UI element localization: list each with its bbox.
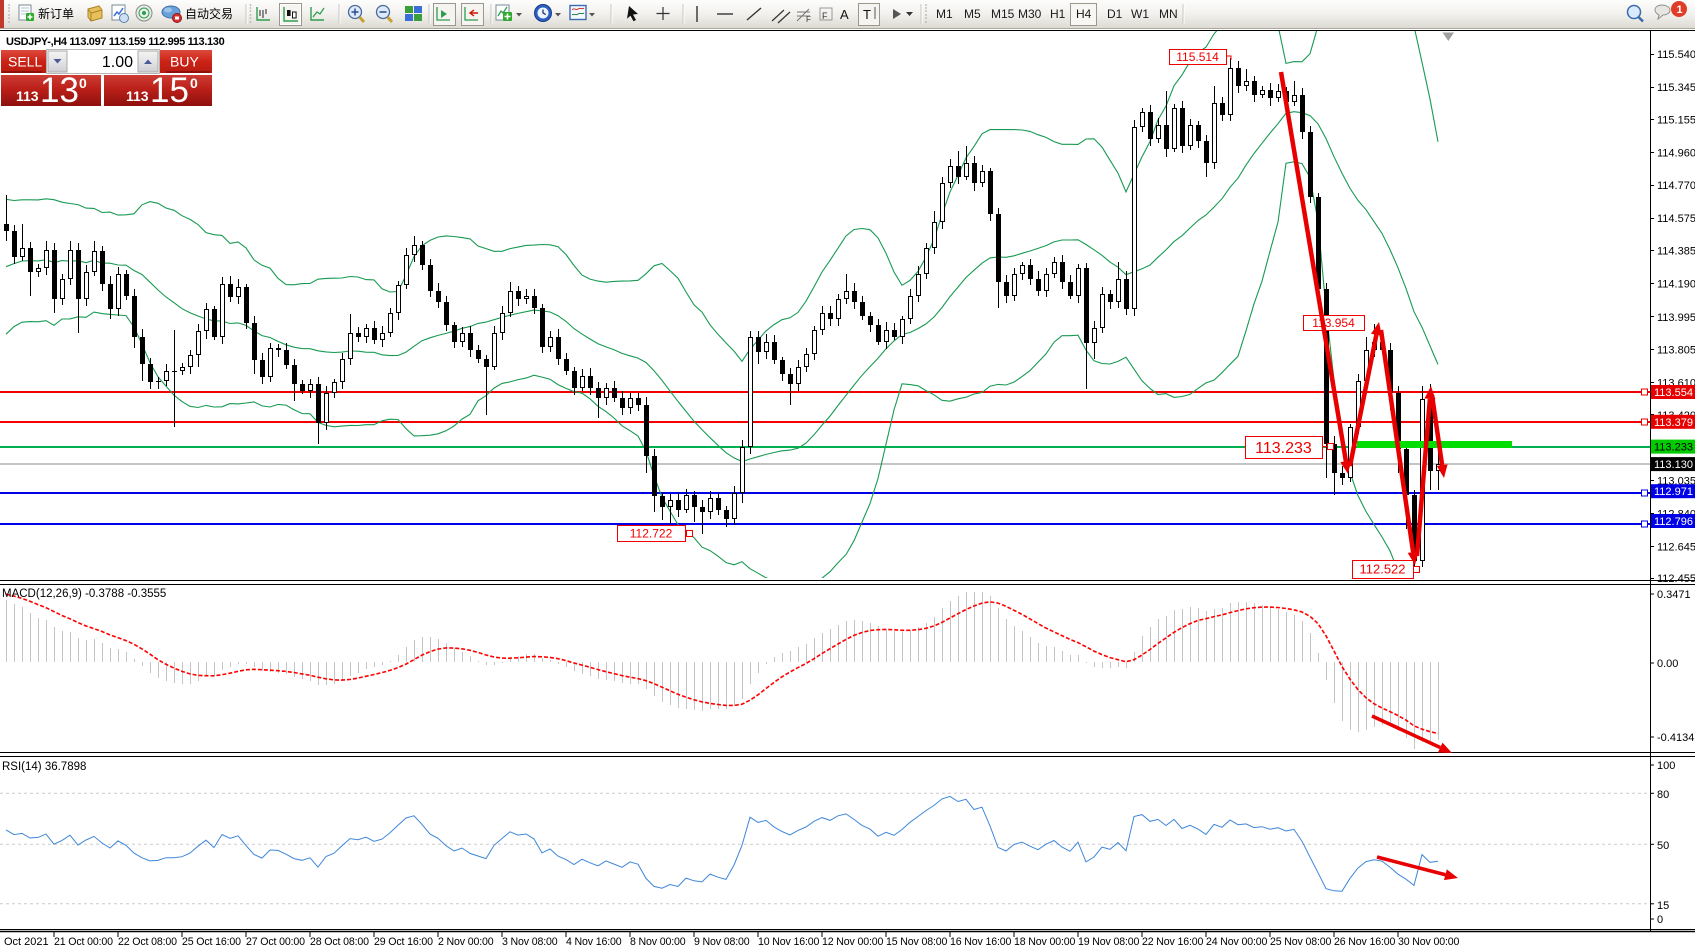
svg-text:MN: MN [1159, 7, 1178, 21]
svg-text:25 Oct 16:00: 25 Oct 16:00 [182, 936, 241, 948]
svg-text:113: 113 [126, 88, 149, 104]
svg-text:114.575: 114.575 [1657, 213, 1695, 225]
svg-text:M15: M15 [991, 7, 1015, 21]
svg-text:15: 15 [150, 71, 189, 110]
svg-text:8 Nov 00:00: 8 Nov 00:00 [630, 936, 686, 948]
svg-text:114.960: 114.960 [1657, 148, 1695, 160]
svg-text:M5: M5 [964, 7, 981, 21]
svg-text:12 Nov 00:00: 12 Nov 00:00 [822, 936, 883, 948]
svg-text:0: 0 [190, 75, 198, 91]
svg-text:24 Nov 00:00: 24 Nov 00:00 [1206, 936, 1267, 948]
svg-text:0.00: 0.00 [1657, 658, 1678, 670]
svg-text:27 Oct 00:00: 27 Oct 00:00 [246, 936, 305, 948]
svg-text:SELL: SELL [8, 54, 42, 70]
svg-text:29 Oct 16:00: 29 Oct 16:00 [374, 936, 433, 948]
svg-text:112.796: 112.796 [1654, 516, 1693, 528]
svg-text:112.522: 112.522 [1359, 562, 1405, 577]
svg-text:Oct 2021: Oct 2021 [4, 936, 49, 948]
svg-text:1.00: 1.00 [102, 54, 133, 71]
svg-text:新订单: 新订单 [38, 6, 74, 21]
svg-text:F: F [806, 15, 811, 24]
svg-text:115.155: 115.155 [1657, 115, 1695, 127]
svg-text:F: F [822, 11, 828, 21]
svg-text:15 Nov 08:00: 15 Nov 08:00 [886, 936, 947, 948]
svg-text:H4: H4 [1076, 7, 1092, 21]
svg-text:4 Nov 16:00: 4 Nov 16:00 [566, 936, 622, 948]
svg-text:MACD(12,26,9) -0.3788 -0.3555: MACD(12,26,9) -0.3788 -0.3555 [2, 588, 166, 600]
svg-text:10 Nov 16:00: 10 Nov 16:00 [758, 936, 819, 948]
svg-text:112.971: 112.971 [1654, 486, 1693, 498]
svg-text:80: 80 [1657, 789, 1669, 801]
svg-text:USDJPY-,H4 113.097 113.159 11: USDJPY-,H4 113.097 113.159 112.995 113.1… [6, 36, 225, 48]
svg-text:100: 100 [1657, 760, 1675, 772]
svg-text:112.645: 112.645 [1657, 542, 1695, 554]
svg-text:113.379: 113.379 [1654, 417, 1693, 429]
svg-text:19 Nov 08:00: 19 Nov 08:00 [1078, 936, 1139, 948]
svg-text:113: 113 [16, 88, 39, 104]
svg-text:M30: M30 [1018, 7, 1042, 21]
svg-text:113.233: 113.233 [1654, 442, 1693, 454]
svg-text:28 Oct 08:00: 28 Oct 08:00 [310, 936, 369, 948]
svg-text:113.130: 113.130 [1654, 459, 1693, 471]
svg-text:T: T [863, 7, 871, 22]
svg-text:114.770: 114.770 [1657, 180, 1695, 192]
svg-text:114.385: 114.385 [1657, 246, 1695, 258]
svg-text:1: 1 [1677, 4, 1683, 16]
svg-text:114.190: 114.190 [1657, 279, 1695, 291]
svg-text:0: 0 [79, 75, 87, 91]
svg-text:自动交易: 自动交易 [185, 6, 233, 21]
svg-text:22 Oct 08:00: 22 Oct 08:00 [118, 936, 177, 948]
svg-text:M1: M1 [936, 7, 953, 21]
svg-text:21 Oct 00:00: 21 Oct 00:00 [54, 936, 113, 948]
svg-text:W1: W1 [1131, 7, 1149, 21]
svg-text:26 Nov 16:00: 26 Nov 16:00 [1334, 936, 1395, 948]
svg-text:113.954: 113.954 [1312, 316, 1355, 330]
svg-text:3 Nov 08:00: 3 Nov 08:00 [502, 936, 558, 948]
svg-text:113.805: 113.805 [1657, 344, 1695, 356]
svg-text:0.3471: 0.3471 [1657, 589, 1691, 601]
svg-text:112.722: 112.722 [630, 526, 673, 540]
svg-text:H1: H1 [1050, 7, 1066, 21]
svg-text:112.455: 112.455 [1657, 573, 1695, 585]
svg-text:115.514: 115.514 [1176, 50, 1219, 64]
svg-text:115.540: 115.540 [1657, 49, 1695, 61]
svg-text:18 Nov 00:00: 18 Nov 00:00 [1014, 936, 1075, 948]
svg-text:9 Nov 08:00: 9 Nov 08:00 [694, 936, 750, 948]
svg-text:113.554: 113.554 [1654, 387, 1693, 399]
svg-text:BUY: BUY [170, 54, 199, 70]
svg-text:25 Nov 08:00: 25 Nov 08:00 [1270, 936, 1331, 948]
svg-text:A: A [840, 7, 849, 22]
svg-text:D1: D1 [1107, 7, 1123, 21]
svg-text:13: 13 [40, 71, 79, 110]
svg-text:113.233: 113.233 [1255, 440, 1312, 457]
svg-text:16 Nov 16:00: 16 Nov 16:00 [950, 936, 1011, 948]
svg-text:-0.4134: -0.4134 [1657, 732, 1694, 744]
svg-text:50: 50 [1657, 840, 1669, 852]
svg-text:115.345: 115.345 [1657, 82, 1695, 94]
svg-text:0: 0 [1657, 914, 1663, 926]
svg-text:2 Nov 00:00: 2 Nov 00:00 [438, 936, 494, 948]
svg-text:113.995: 113.995 [1657, 312, 1695, 324]
svg-text:22 Nov 16:00: 22 Nov 16:00 [1142, 936, 1203, 948]
svg-text:RSI(14) 36.7898: RSI(14) 36.7898 [2, 761, 86, 773]
svg-text:15: 15 [1657, 900, 1669, 912]
svg-text:30 Nov 00:00: 30 Nov 00:00 [1398, 936, 1459, 948]
